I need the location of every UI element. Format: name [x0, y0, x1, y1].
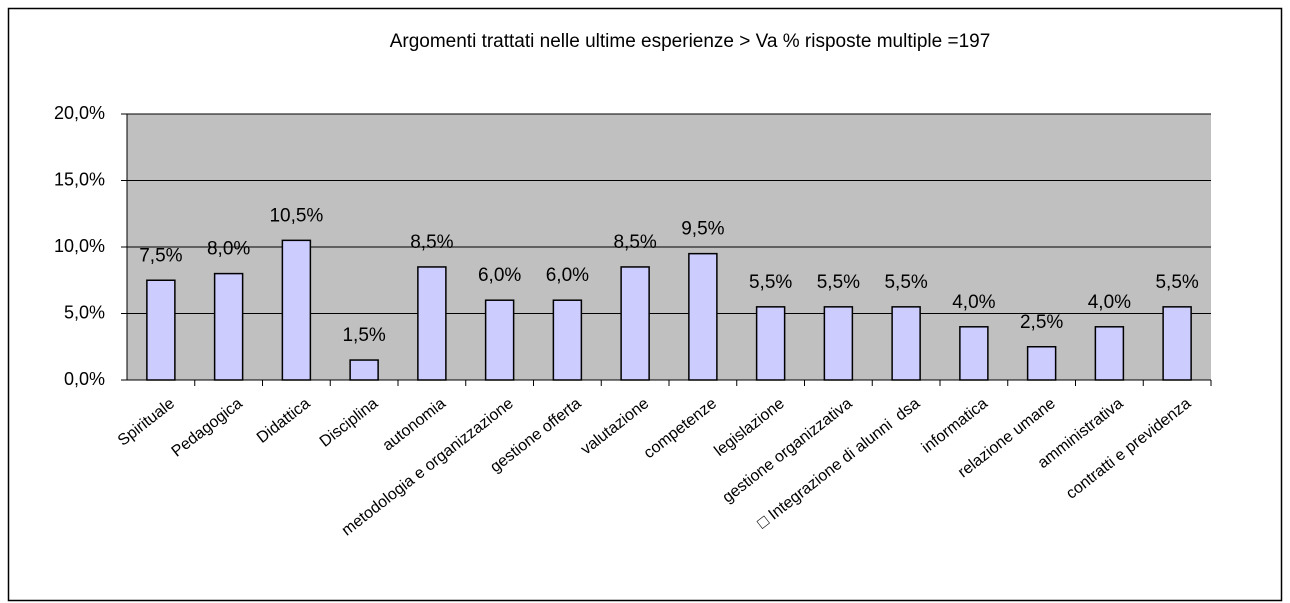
data-label: 5,5% — [884, 272, 927, 293]
bar — [484, 299, 515, 381]
bar — [891, 306, 921, 381]
bar — [146, 279, 176, 381]
data-label: 2,5% — [1020, 312, 1063, 333]
data-label: 10,5% — [269, 205, 323, 226]
bar — [213, 272, 244, 381]
bar — [755, 306, 786, 381]
data-label: 8,0% — [207, 239, 250, 260]
data-label: 5,5% — [749, 272, 792, 293]
data-label: 5,5% — [1155, 272, 1198, 293]
bar — [688, 252, 718, 381]
bar — [281, 239, 312, 381]
data-label: 6,0% — [478, 265, 521, 286]
data-label: 4,0% — [1088, 292, 1131, 313]
bar — [959, 326, 989, 381]
data-label: 8,5% — [410, 232, 453, 253]
data-label: 9,5% — [681, 219, 724, 240]
data-label: 6,0% — [546, 265, 589, 286]
data-label: 5,5% — [817, 272, 860, 293]
y-tick-label: 15,0% — [54, 169, 105, 189]
chart-title: Argomenti trattati nelle ultime esperien… — [390, 31, 991, 52]
data-label: 4,0% — [952, 292, 995, 313]
bar — [417, 266, 447, 381]
bar — [620, 266, 650, 381]
bar — [1026, 346, 1057, 381]
y-tick-label: 5,0% — [64, 302, 105, 322]
y-tick-label: 10,0% — [54, 236, 105, 256]
bar — [349, 359, 379, 381]
y-tick-label: 0,0% — [64, 369, 105, 389]
bar — [1162, 306, 1192, 381]
data-label: 1,5% — [342, 325, 385, 346]
bar — [552, 299, 583, 381]
data-label: 7,5% — [139, 245, 182, 266]
bar — [1094, 326, 1125, 381]
bar — [823, 306, 854, 381]
y-tick-label: 20,0% — [54, 103, 105, 123]
data-label: 8,5% — [613, 232, 656, 253]
